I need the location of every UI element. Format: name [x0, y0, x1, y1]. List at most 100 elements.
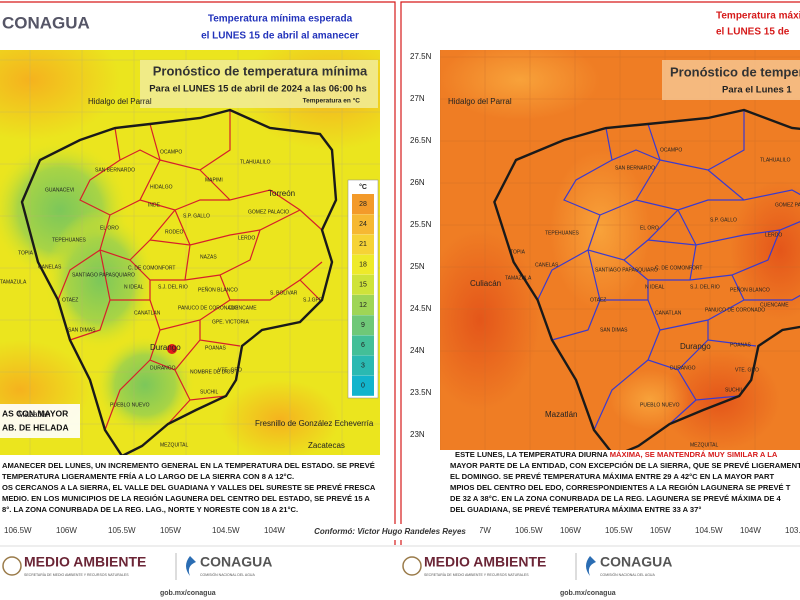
latitude-label: 26.5N	[410, 136, 432, 145]
city-label: Torreón	[268, 189, 295, 198]
place-label: SAN BERNARDO	[615, 165, 655, 171]
legend-label: 3	[361, 362, 365, 369]
frost-note-box	[0, 404, 80, 438]
longitude-label: 104.5W	[212, 526, 240, 535]
place-label: N IDEAL	[645, 284, 665, 290]
municipal-borders	[57, 110, 323, 431]
brand-subtitle: SECRETARÍA DE MEDIO AMBIENTE Y RECURSOS …	[24, 573, 129, 577]
seal-icon	[402, 556, 422, 576]
place-label: LERDO	[238, 235, 255, 241]
forecast-text: ESTE LUNES, LA TEMPERATURA DIURNA MÁXIMA…	[455, 450, 778, 459]
frost-note: AB. DE HELADA	[2, 422, 69, 432]
place-label: MAPIMI	[205, 177, 223, 183]
forecast-text: EL DOMINGO. SE PREVÉ TEMPERATURA MÁXIMA …	[450, 472, 774, 481]
place-label: HIDALGO	[150, 184, 173, 190]
longitude-label: 105.5W	[108, 526, 136, 535]
map-title-box	[662, 60, 800, 100]
place-label: DURANGO	[150, 365, 176, 371]
legend-label: 24	[359, 221, 367, 228]
header: el LUNES 15 de	[716, 27, 790, 38]
place-label: CANATLAN	[134, 310, 161, 316]
longitude-label: 107W	[470, 526, 491, 535]
place-label: C. DE COMONFORT	[655, 265, 702, 271]
place-label: PEÑON BLANCO	[730, 286, 770, 293]
latitude-label: 24.5N	[410, 304, 432, 313]
forecast-text: MPIOS DEL CENTRO DEL EDO, CORRESPONDIENT…	[450, 483, 791, 492]
place-label: CANELAS	[535, 262, 559, 268]
forecast-text: MAYOR PARTE DE LA ENTIDAD, CON EXCEPCIÓN…	[450, 461, 800, 470]
logo: CONAGUA	[2, 13, 90, 32]
forecast-text: ESTE LUNES, LA TEMPERATURA DIURNA	[455, 450, 610, 459]
place-label: SANTIAGO PAPASQUIARO	[72, 272, 135, 278]
place-label: TLAHUALILO	[240, 159, 271, 165]
place-label: CANATLAN	[655, 310, 682, 316]
place-label: SUCHIL	[725, 387, 744, 393]
conagua-icon	[586, 556, 596, 576]
legend-label: 12	[359, 302, 367, 309]
legend-swatch	[352, 295, 374, 315]
longitude-label: 105.5W	[605, 526, 633, 535]
forecast-text: MEDIO. EN LOS MUNICIPIOS DE LA REGIÓN LA…	[2, 494, 370, 503]
place-label: MEZQUITAL	[160, 442, 188, 448]
panel-frame	[0, 1, 800, 545]
place-label: EL ORO	[640, 225, 659, 231]
legend-label: 21	[359, 241, 367, 248]
frost-note: AS CON MAYOR	[2, 408, 68, 418]
place-label: PUEBLO NUEVO	[640, 402, 680, 408]
city-label: Culiacán	[470, 279, 501, 288]
map-subtitle: Para el Lunes 1	[722, 85, 792, 96]
city-label: Hidalgo del Parral	[448, 97, 512, 106]
legend-swatch	[352, 335, 374, 356]
map-subtitle: Para el LUNES 15 de abril de 2024 a las …	[149, 84, 367, 95]
place-label: GOMEZ PALACIO	[775, 202, 800, 208]
place-label: POANAS	[730, 342, 752, 348]
place-label: SAN DIMAS	[68, 327, 96, 333]
longitude-label: 104.5W	[695, 526, 723, 535]
place-label: VTE. GRO	[218, 367, 242, 373]
place-label: INDE	[148, 202, 161, 208]
legend-unit: °C	[359, 183, 367, 191]
place-label: OTAEZ	[590, 297, 606, 303]
brand: MEDIO AMBIENTE	[424, 554, 546, 570]
forecast-text-highlight: MÁXIMA, SE MANTENDRÁ MUY SIMILAR A LA	[610, 450, 778, 459]
brand-subtitle: SECRETARÍA DE MEDIO AMBIENTE Y RECURSOS …	[424, 573, 529, 577]
map-title: Pronóstico de temperatura mínima	[153, 63, 368, 78]
city-label: Hidalgo del Parral	[88, 97, 152, 106]
place-label: OCAMPO	[160, 149, 182, 155]
forecast-text: TEMPERATURA LIGERAMENTE FRÍA A LO LARGO …	[2, 472, 294, 481]
place-label: PEÑON BLANCO	[198, 286, 238, 293]
city-label: Durango	[680, 342, 711, 351]
place-label: N IDEAL	[124, 284, 144, 290]
place-label: S.P. GALLO	[183, 213, 210, 219]
legend-label: 28	[359, 201, 367, 208]
city-label: Fresnillo de González Echeverría	[255, 419, 374, 428]
city-label: Durango	[150, 343, 181, 352]
latitude-label: 25N	[410, 262, 425, 271]
city-label: Mazatlán	[18, 410, 50, 419]
legend-swatch	[352, 254, 374, 275]
place-label: TAMAZULA	[0, 279, 27, 285]
longitude-label: 103.5W	[785, 526, 800, 535]
city-label: Zacatecas	[308, 441, 345, 450]
legend-swatch	[352, 315, 374, 336]
latitude-label: 23.5N	[410, 388, 432, 397]
place-label: CUENCAME	[760, 302, 789, 308]
forecast-text: 8°. LA ZONA CONURBADA DE LA REG. LAG., N…	[2, 505, 298, 514]
legend-swatch	[352, 375, 374, 396]
latitude-label: 23N	[410, 430, 425, 439]
place-label: OTAEZ	[62, 297, 78, 303]
latitude-label: 27N	[410, 94, 425, 103]
units-note: Temperatura en °C	[303, 97, 361, 105]
place-label: PANUCO DE CORONADO	[705, 307, 765, 313]
place-label: DURANGO	[670, 365, 696, 371]
legend-label: 0	[361, 383, 365, 390]
brand: CONAGUA	[200, 554, 272, 570]
map-title: Pronóstico de tempera	[670, 64, 800, 79]
legend-label: 9	[361, 322, 365, 329]
place-label: LERDO	[765, 232, 782, 238]
longitude-label: 106.5W	[515, 526, 543, 535]
state-border	[494, 110, 800, 456]
place-label: CUENCAME	[228, 305, 257, 311]
place-label: S.J. DEL RIO	[690, 284, 720, 290]
header: Temperatura máxima	[716, 11, 800, 22]
